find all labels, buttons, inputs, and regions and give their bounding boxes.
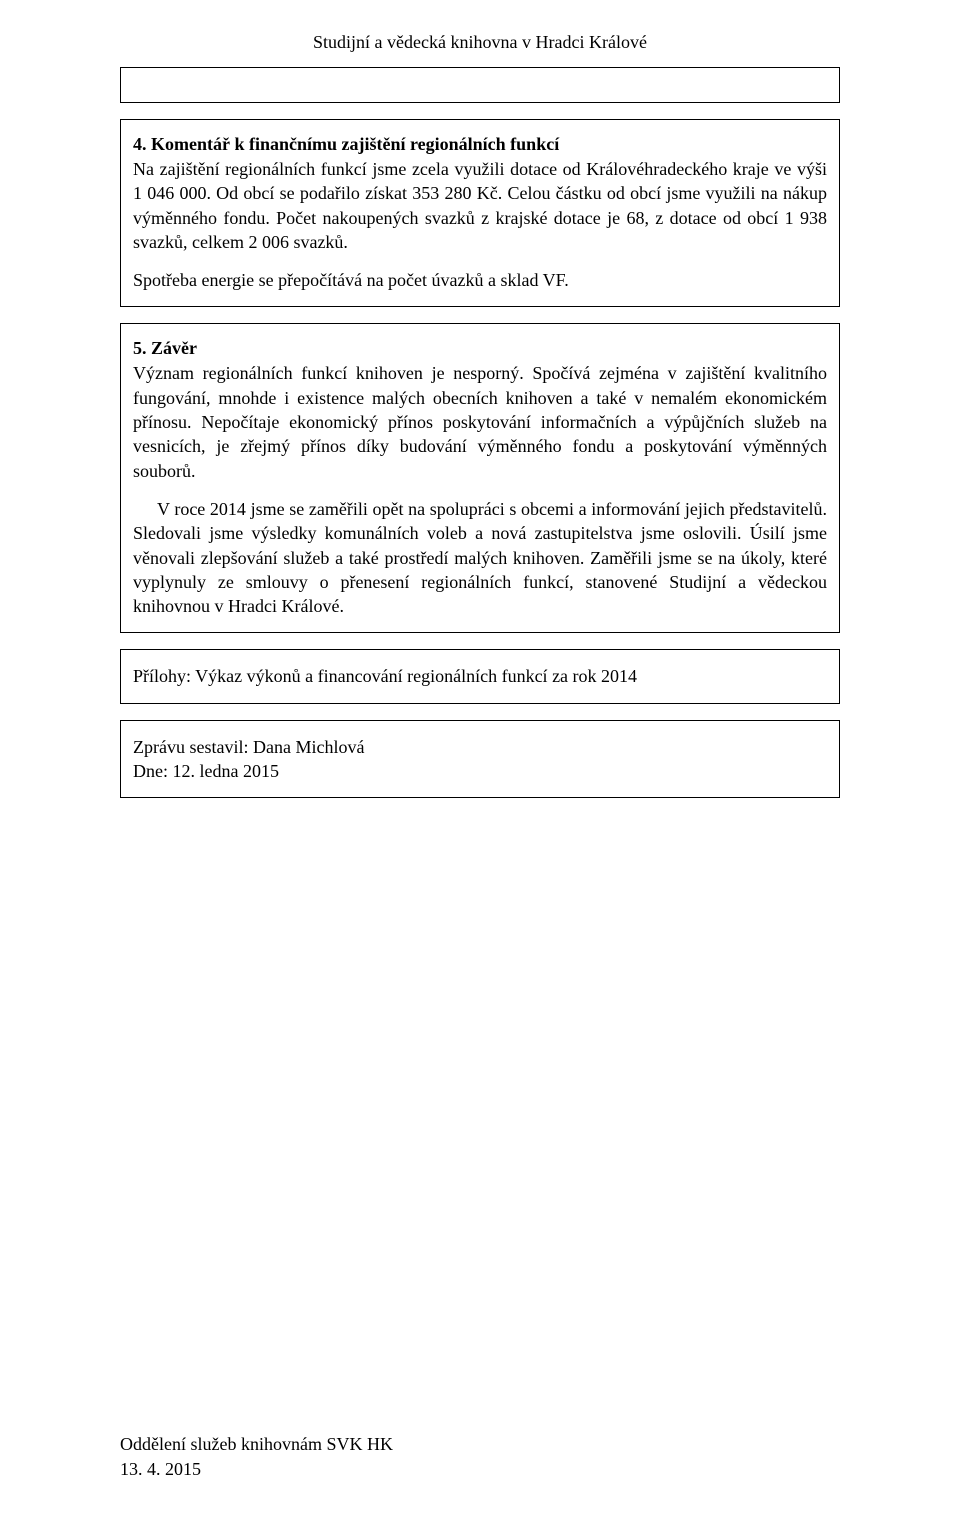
section-4-paragraph: Spotřeba energie se přepočítává na počet… bbox=[133, 268, 827, 292]
box-author: Zprávu sestavil: Dana Michlová Dne: 12. … bbox=[120, 720, 840, 799]
page-footer: Oddělení služeb knihovnám SVK HK 13. 4. … bbox=[120, 1432, 393, 1481]
footer-date: 13. 4. 2015 bbox=[120, 1457, 393, 1481]
section-4-title: 4. Komentář k finančnímu zajištění regio… bbox=[133, 134, 827, 155]
box-attachments: Přílohy: Výkaz výkonů a financování regi… bbox=[120, 649, 840, 703]
author-date: Dne: 12. ledna 2015 bbox=[133, 759, 827, 783]
footer-department: Oddělení služeb knihovnám SVK HK bbox=[120, 1432, 393, 1456]
page: Studijní a vědecká knihovna v Hradci Krá… bbox=[0, 0, 960, 1521]
author-line: Zprávu sestavil: Dana Michlová bbox=[133, 735, 827, 759]
header-institution: Studijní a vědecká knihovna v Hradci Krá… bbox=[313, 32, 647, 52]
section-5-paragraph: V roce 2014 jsme se zaměřili opět na spo… bbox=[133, 497, 827, 618]
section-4-paragraph: Na zajištění regionálních funkcí jsme zc… bbox=[133, 157, 827, 254]
section-5-title: 5. Závěr bbox=[133, 338, 827, 359]
box-section-5: 5. Závěr Význam regionálních funkcí knih… bbox=[120, 323, 840, 633]
section-5-paragraph: Význam regionálních funkcí knihoven je n… bbox=[133, 361, 827, 482]
box-section-4: 4. Komentář k finančnímu zajištění regio… bbox=[120, 119, 840, 307]
page-header: Studijní a vědecká knihovna v Hradci Krá… bbox=[120, 32, 840, 53]
attachments-line: Přílohy: Výkaz výkonů a financování regi… bbox=[133, 664, 827, 688]
box-empty-placeholder bbox=[120, 67, 840, 103]
